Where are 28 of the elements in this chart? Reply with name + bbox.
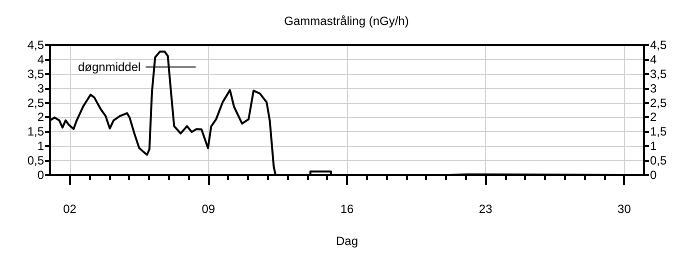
y2-tick-label: 3,5 bbox=[650, 66, 668, 81]
y2-tick-label: 0 bbox=[650, 168, 657, 182]
y-tick-label: 0 bbox=[37, 168, 44, 182]
y-tick-label: 2,5 bbox=[27, 96, 44, 110]
legend-label: døgnmiddel bbox=[78, 60, 141, 74]
y2-tick-label: 2,5 bbox=[650, 96, 668, 110]
y2-tick-label: 4 bbox=[650, 52, 657, 66]
y2-tick-label: 1,5 bbox=[650, 124, 668, 139]
y-tick-label: 0,5 bbox=[27, 154, 44, 168]
y-tick-label: 1,5 bbox=[27, 124, 44, 139]
y2-tick-label: 1 bbox=[650, 139, 657, 154]
y-tick-label: 2 bbox=[37, 110, 44, 124]
y-tick-label: 3 bbox=[37, 81, 44, 96]
y2-tick-label: 2 bbox=[650, 110, 657, 124]
x-tick-label: 16 bbox=[340, 202, 354, 216]
x-axis-title: Dag bbox=[336, 234, 358, 248]
y-tick-label: 1 bbox=[37, 139, 44, 154]
y-tick-label: 4,5 bbox=[27, 38, 44, 52]
x-tick-label: 09 bbox=[202, 202, 216, 216]
y-tick-label: 3,5 bbox=[27, 66, 44, 81]
x-tick-label: 30 bbox=[618, 202, 632, 216]
y2-tick-label: 3 bbox=[650, 81, 657, 96]
chart-title: Gammastråling (nGy/h) bbox=[284, 14, 409, 28]
y-tick-label: 4 bbox=[37, 52, 44, 66]
x-tick-label: 02 bbox=[63, 202, 77, 216]
y2-tick-label: 4,5 bbox=[650, 38, 668, 52]
x-tick-label: 23 bbox=[478, 202, 493, 216]
y2-tick-label: 0,5 bbox=[650, 154, 668, 168]
